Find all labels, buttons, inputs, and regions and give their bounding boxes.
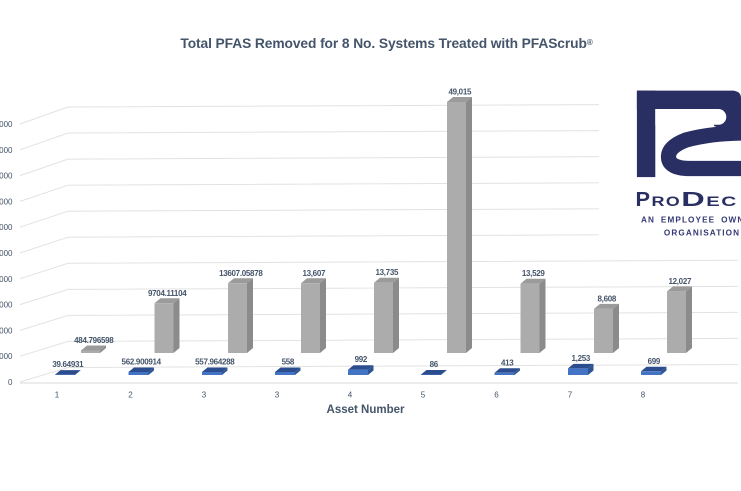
svg-text:8: 8 [641,391,646,400]
svg-text:O: O [666,194,680,209]
svg-text:C: C [721,194,736,209]
svg-text:Asset Number: Asset Number [327,404,405,416]
svg-text:8,608: 8,608 [598,294,617,303]
svg-text:45,000: 45,000 [0,146,13,155]
svg-text:1: 1 [55,391,60,400]
svg-text:AN EMPLOYEE OWNED: AN EMPLOYEE OWNED [641,216,741,225]
svg-text:3: 3 [202,391,207,400]
svg-text:39.64931: 39.64931 [52,360,84,369]
svg-text:P: P [636,189,651,211]
svg-text:D: D [681,189,705,211]
svg-text:R: R [652,194,665,209]
svg-text:413: 413 [501,358,514,367]
svg-text:2: 2 [128,391,133,400]
svg-text:13,529: 13,529 [522,269,546,278]
svg-text:484.796598: 484.796598 [74,336,114,345]
svg-text:30,000: 30,000 [0,223,13,232]
svg-text:25,000: 25,000 [0,249,13,258]
svg-text:4: 4 [348,391,353,400]
svg-text:Total PFAS Removed for 8 No. S: Total PFAS Removed for 8 No. Systems Tre… [180,36,592,51]
svg-text:50,000: 50,000 [0,120,13,129]
svg-text:0: 0 [8,378,13,387]
svg-text:15,000: 15,000 [0,301,13,310]
svg-text:5: 5 [421,391,426,400]
svg-text:13,735: 13,735 [375,268,399,277]
svg-text:557.964288: 557.964288 [195,358,235,367]
svg-text:86: 86 [430,360,439,369]
svg-text:49,015: 49,015 [448,88,472,97]
svg-text:558: 558 [282,358,295,367]
svg-text:699: 699 [648,357,661,366]
svg-text:12,027: 12,027 [668,277,692,286]
svg-text:562.900914: 562.900914 [122,358,162,367]
svg-text:9704.11104: 9704.11104 [148,289,187,298]
svg-text:6: 6 [494,391,499,400]
svg-text:7: 7 [568,391,573,400]
svg-text:ORGANISATION: ORGANISATION [664,229,740,238]
svg-text:10,000: 10,000 [0,326,13,335]
svg-text:13,607: 13,607 [302,269,326,278]
svg-text:E: E [706,194,720,209]
svg-text:40,000: 40,000 [0,172,13,181]
svg-text:13607.05878: 13607.05878 [219,269,263,278]
svg-text:1,253: 1,253 [572,354,591,363]
svg-text:992: 992 [355,355,368,364]
svg-text:3: 3 [275,391,280,400]
svg-text:35,000: 35,000 [0,197,13,206]
svg-text:5,000: 5,000 [0,352,13,361]
svg-text:20,000: 20,000 [0,275,13,284]
